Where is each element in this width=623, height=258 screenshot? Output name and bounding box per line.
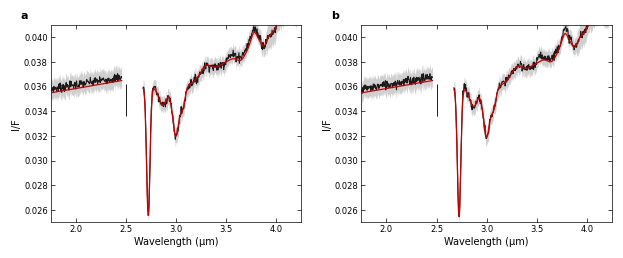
Text: a: a [21,11,28,21]
X-axis label: Wavelength (μm): Wavelength (μm) [133,237,218,247]
Y-axis label: I/F: I/F [322,118,332,130]
Text: b: b [331,11,339,21]
Y-axis label: I/F: I/F [11,118,21,130]
X-axis label: Wavelength (μm): Wavelength (μm) [444,237,529,247]
